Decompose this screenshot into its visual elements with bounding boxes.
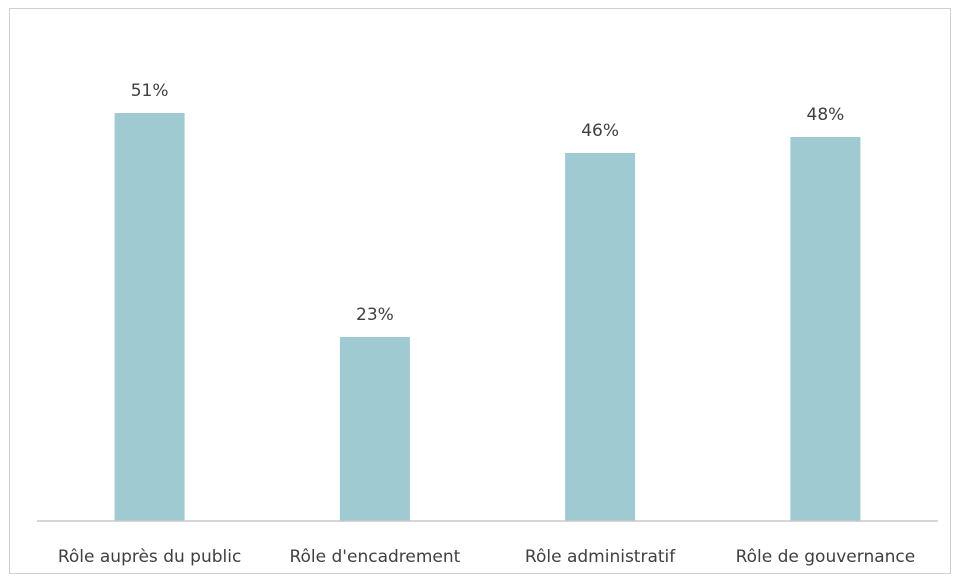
data-label-3: 48% <box>807 105 845 125</box>
x-tick-label-1: Rôle d'encadrement <box>289 547 460 567</box>
bar-1 <box>339 337 410 521</box>
x-tick-label-0: Rôle auprès du public <box>58 547 241 567</box>
x-tick-label-3: Rôle de gouvernance <box>736 547 916 567</box>
data-label-1: 23% <box>356 305 394 325</box>
x-tick-label-2: Rôle administratif <box>525 547 676 567</box>
bar-0 <box>114 113 185 521</box>
data-label-0: 51% <box>131 81 169 101</box>
data-labels-layer: 51% 23% 46% 48% <box>131 81 845 325</box>
data-label-2: 46% <box>581 121 619 141</box>
chart-frame <box>9 8 951 574</box>
bars-layer <box>114 113 861 521</box>
x-tick-labels-layer: Rôle auprès du public Rôle d'encadrement R… <box>58 547 915 567</box>
bar-2 <box>565 153 636 521</box>
bar-3 <box>790 137 861 521</box>
